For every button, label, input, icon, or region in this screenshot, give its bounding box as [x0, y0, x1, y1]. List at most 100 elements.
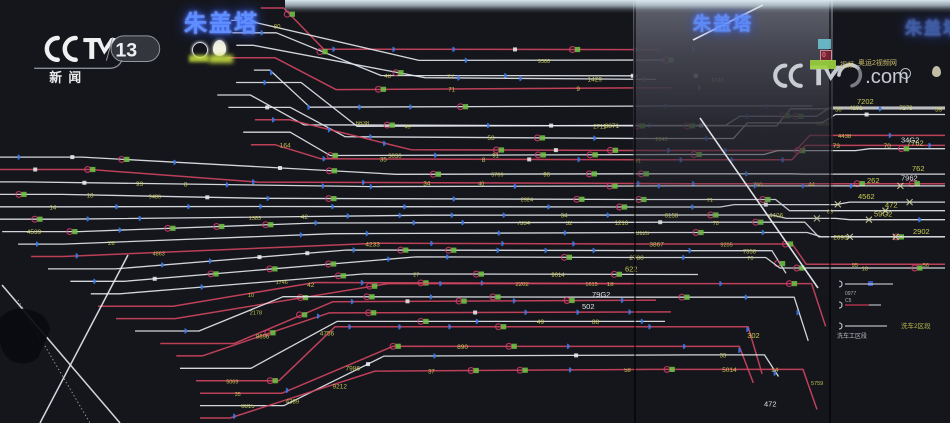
svg-text:3126: 3126: [636, 231, 650, 237]
svg-text:2693: 2693: [833, 234, 848, 241]
svg-text:2902: 2902: [913, 227, 930, 236]
svg-text:58: 58: [624, 368, 631, 374]
svg-text:79G2: 79G2: [592, 290, 610, 299]
svg-text:302: 302: [747, 331, 760, 340]
svg-text:10: 10: [248, 293, 254, 299]
svg-text:78: 78: [713, 221, 719, 227]
svg-text:1383: 1383: [249, 216, 261, 222]
svg-text:9014: 9014: [551, 273, 565, 279]
svg-text:760: 760: [753, 182, 762, 188]
svg-text:502: 502: [582, 302, 595, 311]
svg-text:2178: 2178: [250, 310, 262, 316]
svg-text:C5: C5: [845, 298, 852, 304]
svg-text:5709: 5709: [491, 173, 503, 179]
svg-text:2924: 2924: [521, 198, 533, 204]
svg-text:8: 8: [184, 182, 188, 189]
svg-text:1615: 1615: [585, 282, 597, 288]
svg-text:5759: 5759: [811, 381, 823, 387]
svg-text:40: 40: [478, 182, 484, 188]
svg-text:9205: 9205: [720, 243, 732, 249]
svg-text:3871: 3871: [605, 123, 620, 130]
svg-text:34G2: 34G2: [901, 135, 919, 144]
svg-text:9486: 9486: [149, 195, 161, 201]
svg-text:472: 472: [764, 400, 777, 409]
svg-text:9: 9: [576, 86, 580, 93]
svg-text:6158: 6158: [665, 214, 679, 220]
svg-text:73: 73: [833, 143, 841, 150]
svg-text:5069: 5069: [226, 379, 238, 385]
svg-text:96: 96: [543, 173, 550, 179]
svg-text:71: 71: [448, 88, 455, 94]
svg-text:2780: 2780: [629, 255, 644, 262]
svg-text:2202: 2202: [515, 282, 529, 288]
svg-text:2842: 2842: [655, 137, 667, 143]
svg-text:4233: 4233: [365, 241, 380, 248]
svg-text:4562: 4562: [858, 192, 875, 201]
svg-text:洗车2区段: 洗车2区段: [901, 321, 931, 330]
svg-text:762: 762: [912, 164, 925, 173]
svg-text:34: 34: [561, 214, 568, 220]
svg-text:28: 28: [108, 241, 115, 247]
svg-text:95: 95: [852, 263, 858, 269]
svg-text:9388: 9388: [538, 59, 550, 65]
svg-text:890: 890: [457, 344, 468, 351]
svg-text:5014: 5014: [722, 367, 737, 374]
svg-text:42: 42: [301, 214, 309, 221]
svg-text:48: 48: [384, 74, 391, 80]
svg-text:13: 13: [115, 39, 137, 61]
svg-text:7358: 7358: [743, 249, 757, 255]
svg-text:35: 35: [235, 392, 241, 398]
svg-text:3867: 3867: [649, 242, 664, 249]
svg-text:14: 14: [771, 367, 779, 374]
svg-text:8800: 8800: [816, 122, 828, 128]
svg-text:91: 91: [492, 154, 499, 160]
svg-text:1746: 1746: [276, 280, 288, 286]
svg-text:32: 32: [566, 221, 573, 227]
svg-text:4863: 4863: [153, 251, 165, 257]
svg-text:0977: 0977: [845, 291, 856, 297]
svg-text:4389: 4389: [286, 400, 300, 406]
svg-text:14: 14: [50, 205, 57, 211]
svg-text:37: 37: [428, 369, 435, 375]
svg-text:49: 49: [537, 319, 545, 326]
svg-text:3030: 3030: [388, 154, 402, 160]
svg-text:27: 27: [447, 74, 454, 80]
svg-text:71: 71: [707, 198, 713, 204]
svg-text:49: 49: [405, 125, 411, 131]
svg-text:7986: 7986: [346, 365, 361, 372]
svg-text:7334: 7334: [517, 221, 531, 227]
svg-text:18: 18: [862, 267, 868, 273]
svg-text:1429: 1429: [588, 77, 603, 84]
svg-text:新闻: 新闻: [49, 70, 87, 85]
svg-text:4756: 4756: [320, 330, 335, 337]
svg-text:70: 70: [747, 256, 753, 262]
svg-text:9212: 9212: [333, 384, 348, 391]
svg-text:4539: 4539: [27, 229, 42, 236]
svg-text:4406: 4406: [769, 213, 784, 220]
svg-text:80: 80: [274, 25, 281, 31]
svg-text:27: 27: [413, 273, 419, 279]
svg-text:262: 262: [867, 176, 880, 185]
svg-text:4438: 4438: [838, 134, 852, 140]
svg-text:8815: 8815: [241, 404, 255, 410]
svg-text:59G2: 59G2: [874, 210, 892, 219]
svg-text:472: 472: [885, 201, 898, 210]
svg-text:70: 70: [884, 143, 892, 150]
svg-text:34: 34: [423, 180, 431, 187]
svg-text:6343: 6343: [712, 78, 724, 84]
svg-text:6638: 6638: [356, 121, 370, 127]
svg-text:44: 44: [808, 182, 815, 188]
svg-text:35: 35: [380, 157, 388, 164]
svg-text:53: 53: [487, 135, 495, 142]
svg-text:164: 164: [280, 143, 291, 150]
svg-text:18: 18: [87, 193, 94, 199]
svg-text:2711: 2711: [593, 124, 607, 130]
svg-text:18: 18: [607, 282, 614, 288]
svg-text:1216: 1216: [615, 221, 629, 227]
svg-text:7962: 7962: [901, 174, 918, 183]
svg-text:8: 8: [482, 157, 486, 164]
svg-text:42: 42: [307, 282, 315, 289]
svg-text:33: 33: [720, 354, 727, 360]
svg-text:8696: 8696: [256, 334, 270, 340]
svg-text:56: 56: [923, 263, 929, 269]
